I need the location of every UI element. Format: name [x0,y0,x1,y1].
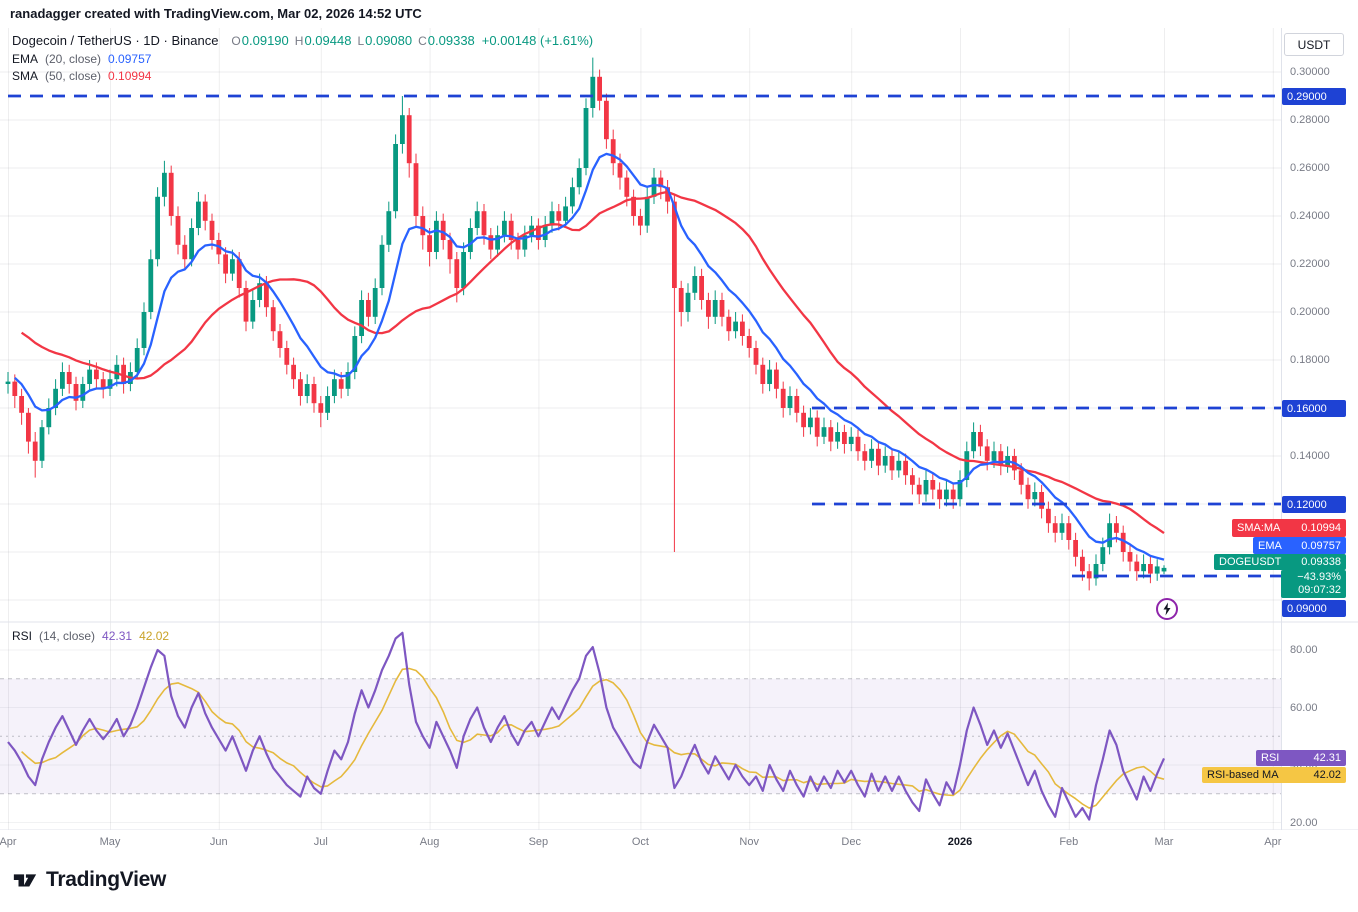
time-label: Nov [739,836,759,848]
time-label: Aug [419,836,440,848]
ema-name: EMA [12,52,39,66]
price-level-badge: 0.12000 [1282,496,1346,513]
rsi-params: (14, close) [39,629,96,643]
ema-badge-label: EMA [1258,539,1282,552]
ohlc-key: C [418,34,427,48]
symbol-legend[interactable]: Dogecoin / TetherUS · 1D · Binance O0.09… [12,33,593,48]
rsi-legend[interactable]: RSI (14, close) 42.31 42.02 [12,629,169,643]
sma-price-badge: SMA:MA 0.10994 [1232,519,1346,537]
price-tick: 0.14000 [1290,450,1330,462]
ohlc-value: 0.09190 [241,33,289,48]
rsi-axis-badge: RSI 42.31 [1256,750,1346,766]
rsi-tick: 60.00 [1290,701,1318,714]
last-price-change: −43.93% [1297,571,1341,583]
ema-badge-value: 0.09757 [1301,539,1341,552]
tradingview-wordmark: TradingView [46,868,167,891]
tradingview-logo[interactable]: TradingView [12,864,166,896]
rsi-ma-badge-value: 42.02 [1313,769,1341,781]
ema-price-badge: EMA 0.09757 [1253,537,1346,554]
time-label: Sep [528,836,549,848]
sma-name: SMA [12,69,39,83]
symbol-title: Dogecoin / TetherUS · 1D · Binance [12,33,219,48]
price-tick: 0.20000 [1290,306,1330,318]
time-label: Apr [1264,836,1282,848]
ohlc-values: O0.09190 H0.09448 L0.09080 C0.09338 +0.00148… [225,33,593,48]
rsi-value: 42.31 [102,629,133,643]
time-label: May [99,836,121,848]
time-scale[interactable]: Apr May Jun Jul Aug Sep Oct Nov Dec 2026 Feb Mar Apr [0,830,1358,856]
ohlc-value: 0.09338 [427,33,475,48]
price-tick: 0.22000 [1290,258,1330,270]
sma-legend[interactable]: SMA (50, close) 0.10994 [12,69,151,83]
last-price-badge: DOGEUSDT 0.09338 [1214,554,1346,570]
tradingview-mark-icon [13,874,37,887]
rsi-tick: 20.00 [1290,816,1318,829]
price-level-badge: 0.09000 [1282,600,1346,617]
ohlc-value: 0.09080 [365,33,413,48]
ohlc-value: 0.09448 [304,33,352,48]
lightning-marker[interactable] [1156,598,1178,620]
sma-params: (50, close) [45,69,102,83]
ema-value: 0.09757 [108,52,152,66]
ema-params: (20, close) [45,52,102,66]
price-tick: 0.24000 [1290,210,1330,222]
sma-badge-value: 0.10994 [1301,522,1341,534]
lightning-bolt-icon [1163,602,1171,616]
ohlc-value: +0.00148 (+1.61%) [481,33,594,48]
last-price-extra-badge: −43.93% 09:07:32 [1281,570,1346,598]
time-label: Mar [1154,836,1174,848]
last-price-value: 0.09338 [1301,556,1341,568]
price-tick: 0.28000 [1290,114,1330,126]
price-tick: 0.26000 [1290,162,1330,174]
currency-label: USDT [1284,33,1344,56]
time-label: Feb [1059,836,1079,848]
price-level-badge: 0.16000 [1282,400,1346,417]
price-tick: 0.18000 [1290,354,1330,366]
rsi-badge-value: 42.31 [1313,752,1341,764]
time-label: Jul [313,836,328,848]
sma-badge-label: SMA:MA [1237,522,1281,534]
sma-value: 0.10994 [108,69,152,83]
chart-canvas[interactable] [0,0,1358,860]
ohlc-key: H [294,34,304,48]
price-level-badge: 0.29000 [1282,88,1346,105]
time-label: 2026 [947,836,973,848]
time-label: Apr [0,836,17,848]
price-tick: 0.30000 [1290,66,1330,78]
rsi-ma-value: 42.02 [139,629,170,643]
bar-countdown: 09:07:32 [1298,584,1341,596]
price-scale[interactable]: 0.30000 0.28000 0.26000 0.24000 0.22000 0.200… [1281,28,1358,830]
rsi-ma-badge-label: RSI-based MA [1207,769,1279,781]
rsi-name: RSI [12,629,33,643]
rsi-ma-axis-badge: RSI-based MA 42.02 [1202,767,1346,783]
time-label: Dec [841,836,861,848]
last-price-symbol: DOGEUSDT [1219,556,1282,568]
rsi-tick: 80.00 [1290,644,1318,656]
rsi-badge-label: RSI [1261,752,1280,764]
ohlc-key: L [357,34,365,48]
header-credit: ranadagger created with TradingView.com,… [10,6,422,21]
time-label: Oct [631,836,649,848]
ema-legend[interactable]: EMA (20, close) 0.09757 [12,52,151,66]
ohlc-key: O [231,34,241,48]
time-label: Jun [209,836,228,848]
